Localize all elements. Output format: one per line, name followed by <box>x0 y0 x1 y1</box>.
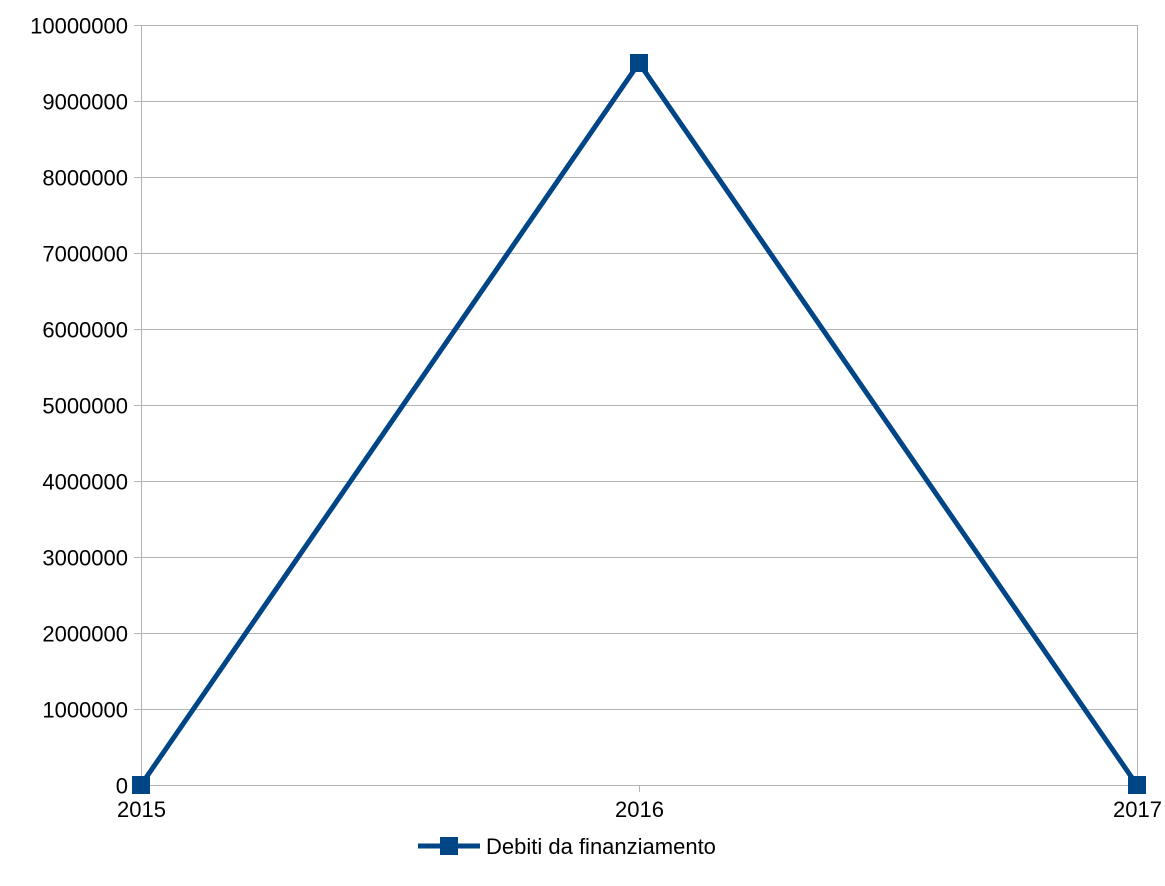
y-tick-label: 5000000 <box>42 394 128 419</box>
y-tick-label: 6000000 <box>42 318 128 343</box>
x-tick-labels: 2015 2016 2017 <box>117 797 1162 822</box>
legend-marker-swatch <box>440 837 458 855</box>
series-layer <box>132 54 1146 794</box>
y-tick-label: 2000000 <box>42 622 128 647</box>
data-point-marker <box>132 776 150 794</box>
data-point-marker <box>630 54 648 72</box>
y-tick-label: 10000000 <box>30 14 128 39</box>
y-tick-label: 7000000 <box>42 242 128 267</box>
legend-label: Debiti da finanziamento <box>486 834 716 859</box>
y-tick-label: 8000000 <box>42 166 128 191</box>
y-gridlines <box>141 25 1137 786</box>
series-line <box>138 58 1140 787</box>
y-tick-labels: 0 1000000 2000000 3000000 4000000 5000000 6000… <box>30 14 128 799</box>
x-tick-label: 2017 <box>1113 797 1162 822</box>
x-tick-label: 2015 <box>117 797 166 822</box>
y-tick-label: 3000000 <box>42 546 128 571</box>
y-tick-label: 0 <box>116 774 128 799</box>
axes <box>134 25 1138 792</box>
x-tick-label: 2016 <box>615 797 664 822</box>
data-point-marker <box>1128 776 1146 794</box>
y-tick-label: 4000000 <box>42 470 128 495</box>
y-tick-label: 1000000 <box>42 698 128 723</box>
y-tick-label: 9000000 <box>42 90 128 115</box>
legend: Debiti da finanziamento <box>418 834 716 859</box>
